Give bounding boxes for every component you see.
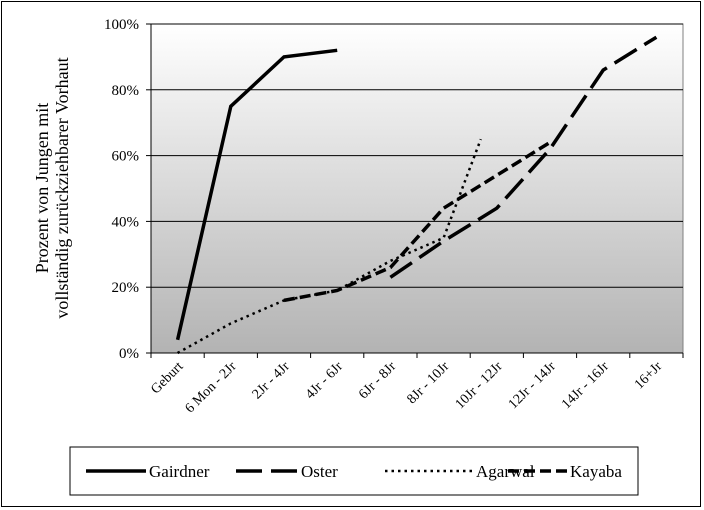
x-tick-label: Geburt (148, 359, 186, 397)
legend-label: Oster (301, 462, 338, 481)
x-tick-label: 8Jr - 10Jr (404, 359, 452, 407)
y-axis-label-line: Prozent von Jungen mit (32, 103, 52, 273)
y-tick-label: 80% (112, 83, 140, 99)
plot-area (150, 23, 684, 354)
x-tick-label: 6Jr - 8Jr (356, 359, 399, 402)
axes (146, 23, 684, 358)
y-tick-label: 100% (104, 17, 139, 33)
series-lines (175, 35, 658, 355)
x-tick-label: 6 Mon - 2Jr (183, 359, 240, 416)
legend-label: Agarwal (476, 462, 535, 481)
legend-label: Kayaba (570, 462, 622, 481)
y-axis-label: Prozent von Jungen mitvollständig zurück… (32, 57, 72, 318)
grid-lines (151, 23, 683, 288)
y-axis-label-line: vollständig zurückziehbarer Vorhaut (52, 57, 72, 318)
y-tick-label: 60% (112, 149, 140, 165)
series-line-gairdner (175, 48, 338, 341)
x-tick-label: 14Jr - 16Jr (559, 359, 612, 412)
y-tick-label: 20% (112, 280, 140, 296)
y-tick-label: 40% (112, 214, 140, 230)
x-tick-label: 4Jr - 6Jr (303, 359, 346, 402)
x-tick-label: 2Jr - 4Jr (250, 359, 293, 402)
series-line-oster (389, 35, 658, 279)
y-axis-ticks: 0% 20% 40% 60% 80% 100% (104, 17, 139, 362)
x-tick-label: 16+Jr (632, 359, 665, 392)
legend-label: Gairdner (149, 462, 210, 481)
legend: Gairdner Oster Agarwal Kayaba (69, 446, 639, 496)
series-line-kayaba (283, 140, 551, 303)
x-tick-label: 10Jr - 12Jr (453, 359, 506, 412)
series-line-agarwal (176, 138, 482, 355)
y-tick-label: 0% (119, 346, 139, 362)
x-tick-label: 12Jr - 14Jr (506, 359, 559, 412)
